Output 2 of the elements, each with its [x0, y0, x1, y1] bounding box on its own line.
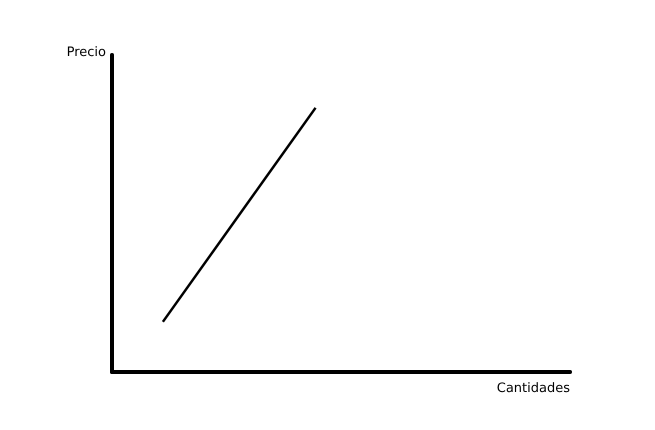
x-axis-title: Cantidades: [496, 381, 570, 396]
y-axis-title: Precio: [66, 45, 106, 60]
